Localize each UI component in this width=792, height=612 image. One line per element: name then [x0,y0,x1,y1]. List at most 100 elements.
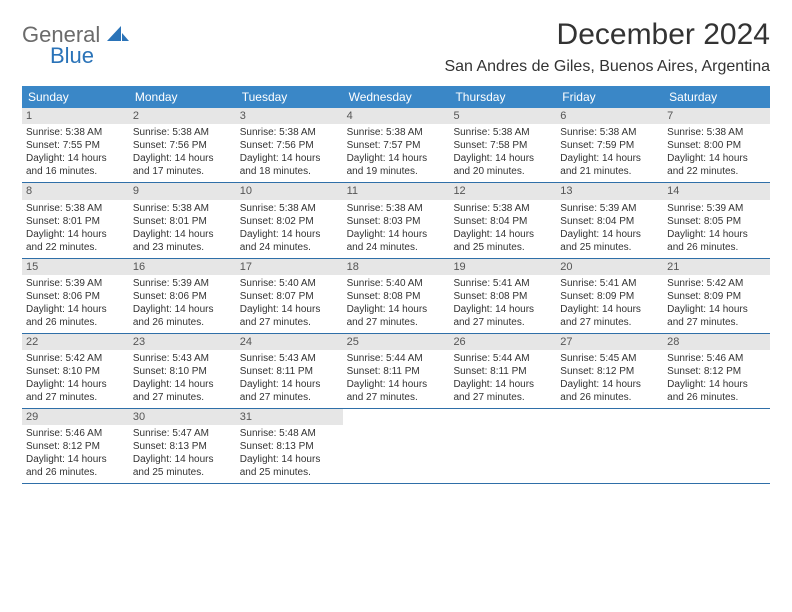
day-number: 8 [22,183,129,199]
day-cell: 4 Sunrise: 5:38 AMSunset: 7:57 PMDaylight… [343,108,450,182]
day-sunset: Sunset: 8:06 PM [26,290,125,303]
day-number: 11 [343,183,450,199]
location-text: San Andres de Giles, Buenos Aires, Argen… [444,58,770,76]
calendar-week-row: 29Sunrise: 5:46 AMSunset: 8:12 PMDayligh… [22,409,770,484]
weekday-header: Wednesday [343,86,450,108]
day-sunrise: Sunrise: 5:47 AM [133,427,232,440]
calendar-week-row: 15Sunrise: 5:39 AMSunset: 8:06 PMDayligh… [22,259,770,334]
weekday-header-row: SundayMondayTuesdayWednesdayThursdayFrid… [22,86,770,108]
day-number: 20 [556,259,663,275]
day-cell: 15Sunrise: 5:39 AMSunset: 8:06 PMDayligh… [22,259,129,333]
day-sunset: Sunset: 8:04 PM [453,215,552,228]
day-cell: 30 Sunrise: 5:47 AMSunset: 8:13 PMDayligh… [129,409,236,483]
day-sunset: Sunset: 8:12 PM [26,440,125,453]
day-cell: 31Sunrise: 5:48 AMSunset: 8:13 PMDayligh… [236,409,343,483]
day-number: 14 [663,183,770,199]
day-cell: 12 Sunrise: 5:38 AMSunset: 8:04 PMDayligh… [449,183,556,257]
day-number: 16 [129,259,236,275]
day-daylight: Daylight: 14 hours and 27 minutes. [240,378,339,404]
day-sunset: Sunset: 8:00 PM [667,139,766,152]
day-sunset: Sunset: 7:58 PM [453,139,552,152]
calendar-week-row: 1Sunrise: 5:38 AMSunset: 7:55 PMDaylight… [22,108,770,183]
day-daylight: Daylight: 14 hours and 24 minutes. [240,228,339,254]
day-sunrise: Sunrise: 5:38 AM [240,202,339,215]
day-daylight: Daylight: 14 hours and 17 minutes. [133,152,232,178]
day-cell: 29Sunrise: 5:46 AMSunset: 8:12 PMDayligh… [22,409,129,483]
day-cell: 3Sunrise: 5:38 AMSunset: 7:56 PMDaylight… [236,108,343,182]
day-sunset: Sunset: 8:04 PM [560,215,659,228]
day-daylight: Daylight: 14 hours and 27 minutes. [453,378,552,404]
day-cell: 8Sunrise: 5:38 AMSunset: 8:01 PMDaylight… [22,183,129,257]
day-daylight: Daylight: 14 hours and 23 minutes. [133,228,232,254]
day-sunset: Sunset: 8:09 PM [667,290,766,303]
logo-text-blue: Blue [22,45,129,67]
day-sunrise: Sunrise: 5:38 AM [453,202,552,215]
day-cell: 5Sunrise: 5:38 AMSunset: 7:58 PMDaylight… [449,108,556,182]
day-number: 12 [449,183,556,199]
day-daylight: Daylight: 14 hours and 18 minutes. [240,152,339,178]
day-sunrise: Sunrise: 5:43 AM [240,352,339,365]
day-sunrise: Sunrise: 5:48 AM [240,427,339,440]
day-number: 31 [236,409,343,425]
day-sunset: Sunset: 8:12 PM [667,365,766,378]
day-sunrise: Sunrise: 5:38 AM [560,126,659,139]
day-number: 3 [236,108,343,124]
day-daylight: Daylight: 14 hours and 27 minutes. [133,378,232,404]
day-number: 1 [22,108,129,124]
day-daylight: Daylight: 14 hours and 26 minutes. [667,378,766,404]
day-sunset: Sunset: 8:11 PM [453,365,552,378]
day-number: 6 [556,108,663,124]
day-sunset: Sunset: 7:57 PM [347,139,446,152]
day-sunset: Sunset: 8:01 PM [26,215,125,228]
day-number: 30 [129,409,236,425]
day-number: 9 [129,183,236,199]
day-daylight: Daylight: 14 hours and 25 minutes. [240,453,339,479]
day-sunrise: Sunrise: 5:38 AM [240,126,339,139]
day-daylight: Daylight: 14 hours and 19 minutes. [347,152,446,178]
day-number: 25 [343,334,450,350]
day-daylight: Daylight: 14 hours and 22 minutes. [667,152,766,178]
header: General Blue December 2024 San Andres de… [22,18,770,76]
day-number: 7 [663,108,770,124]
day-sunset: Sunset: 8:10 PM [133,365,232,378]
day-cell: 21Sunrise: 5:42 AMSunset: 8:09 PMDayligh… [663,259,770,333]
day-sunrise: Sunrise: 5:38 AM [347,126,446,139]
day-cell [449,409,556,483]
day-sunrise: Sunrise: 5:40 AM [240,277,339,290]
day-sunset: Sunset: 8:01 PM [133,215,232,228]
day-sunset: Sunset: 8:11 PM [240,365,339,378]
day-cell [556,409,663,483]
day-sunrise: Sunrise: 5:38 AM [133,202,232,215]
day-number: 5 [449,108,556,124]
day-sunset: Sunset: 7:59 PM [560,139,659,152]
brand-logo: General Blue [22,18,129,67]
day-daylight: Daylight: 14 hours and 26 minutes. [26,303,125,329]
day-number: 22 [22,334,129,350]
day-sunrise: Sunrise: 5:42 AM [667,277,766,290]
day-number: 27 [556,334,663,350]
day-daylight: Daylight: 14 hours and 25 minutes. [133,453,232,479]
day-number: 21 [663,259,770,275]
day-sunset: Sunset: 8:13 PM [133,440,232,453]
day-cell: 18Sunrise: 5:40 AMSunset: 8:08 PMDayligh… [343,259,450,333]
day-number: 24 [236,334,343,350]
day-sunrise: Sunrise: 5:44 AM [453,352,552,365]
weekday-header: Monday [129,86,236,108]
day-sunset: Sunset: 8:02 PM [240,215,339,228]
day-daylight: Daylight: 14 hours and 25 minutes. [560,228,659,254]
day-sunrise: Sunrise: 5:38 AM [347,202,446,215]
weekday-header: Tuesday [236,86,343,108]
day-daylight: Daylight: 14 hours and 21 minutes. [560,152,659,178]
day-number: 4 [343,108,450,124]
day-sunset: Sunset: 8:03 PM [347,215,446,228]
day-daylight: Daylight: 14 hours and 25 minutes. [453,228,552,254]
day-cell: 20Sunrise: 5:41 AMSunset: 8:09 PMDayligh… [556,259,663,333]
day-sunset: Sunset: 7:56 PM [133,139,232,152]
day-sunrise: Sunrise: 5:38 AM [133,126,232,139]
day-sunset: Sunset: 8:12 PM [560,365,659,378]
day-sunrise: Sunrise: 5:40 AM [347,277,446,290]
day-cell: 27Sunrise: 5:45 AMSunset: 8:12 PMDayligh… [556,334,663,408]
day-cell: 17Sunrise: 5:40 AMSunset: 8:07 PMDayligh… [236,259,343,333]
day-sunset: Sunset: 8:09 PM [560,290,659,303]
day-daylight: Daylight: 14 hours and 27 minutes. [347,303,446,329]
